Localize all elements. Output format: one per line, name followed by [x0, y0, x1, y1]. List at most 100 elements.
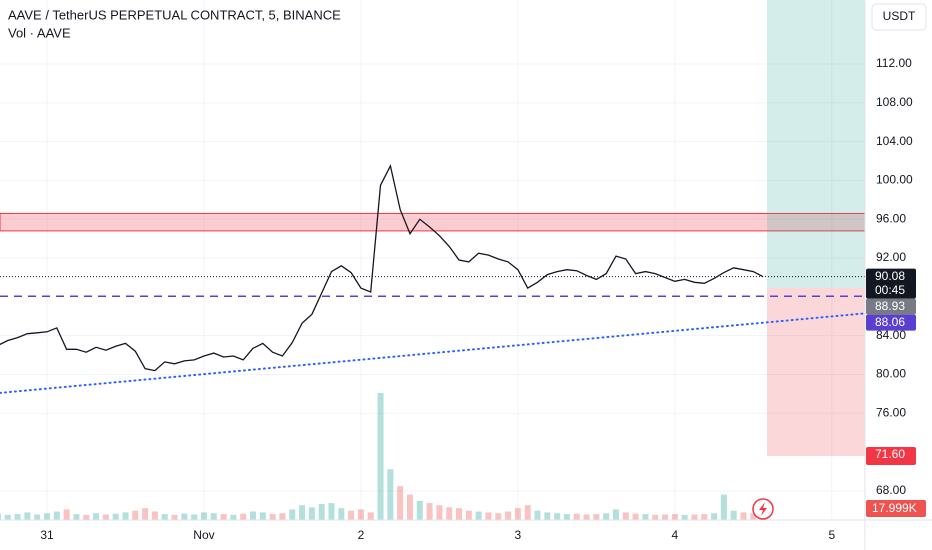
volume-bar [161, 514, 168, 520]
y-tick-label: 112.00 [876, 56, 912, 70]
volume-label: 17.999K [872, 501, 917, 515]
x-tick-label: 4 [671, 528, 678, 542]
volume-bar [112, 513, 119, 520]
volume-bar [691, 514, 698, 520]
volume-bar [397, 486, 404, 520]
volume-bar [603, 513, 610, 520]
price-line [0, 163, 764, 372]
volume-bar [622, 512, 629, 520]
volume-bar [259, 512, 266, 520]
volume-bar [446, 507, 453, 520]
y-tick-label: 84.00 [876, 328, 906, 342]
hline-label-box [866, 314, 916, 331]
alert-bolt [759, 502, 767, 516]
axis-labels: 68.00 76.00 80.00 84.00 92.00 96.00 100.00 104.… [40, 56, 926, 542]
volume-bar [102, 514, 109, 520]
volume-bar [357, 509, 364, 520]
volume-bar [34, 514, 41, 520]
countdown: 00:45 [875, 283, 905, 297]
volume-bar [348, 510, 355, 520]
volume-bar [200, 512, 207, 520]
volume-bar [24, 512, 31, 520]
y-tick-label: 108.00 [876, 95, 913, 109]
x-tick-label: Nov [193, 528, 214, 542]
trendline [0, 312, 866, 394]
volume-bar [210, 513, 217, 520]
volume-bar [269, 514, 276, 520]
y-tick-label: 104.00 [876, 134, 913, 148]
volume-bar [475, 511, 482, 520]
volume-bar [662, 514, 669, 520]
x-tick-label: 31 [40, 528, 54, 542]
volume-bar [308, 507, 315, 520]
volume-bar [142, 508, 149, 520]
volume-bar [240, 513, 247, 520]
volume-bar [554, 513, 561, 520]
volume-bar [44, 513, 50, 520]
volume-bar [701, 514, 708, 520]
volume-bar [456, 508, 463, 520]
volume-bar [534, 510, 541, 520]
resistance-zone [0, 212, 866, 232]
volume-bar [279, 513, 286, 520]
volume-bar [191, 514, 198, 520]
loss-zone [767, 287, 865, 456]
volume-bar [436, 505, 443, 520]
volume-bar [250, 511, 257, 520]
profit-zone [767, 0, 865, 288]
volume-bar [171, 514, 178, 520]
volume-bar [93, 513, 100, 520]
y-tick-label: 76.00 [876, 405, 906, 419]
y-tick-label: 100.00 [876, 173, 913, 187]
currency-label[interactable]: USDT [883, 9, 916, 23]
volume-bar [0, 513, 1, 520]
volume-bar [387, 469, 394, 520]
volume-bar [151, 511, 158, 520]
volume-bar [563, 514, 570, 520]
volume-bar [406, 494, 413, 520]
currency-button[interactable] [871, 3, 927, 31]
volume-bar [632, 513, 639, 520]
volume-bar [14, 514, 21, 520]
volume-bar [132, 510, 139, 520]
volume-bar [730, 510, 737, 520]
volume-bar [573, 513, 580, 520]
chart-subtitle: Vol · AAVE [8, 25, 71, 40]
volume-bar [289, 509, 296, 520]
volume-bar [740, 512, 747, 520]
hline-label: 88.06 [875, 315, 905, 329]
entry-label: 88.93 [875, 299, 905, 313]
volume-bar [681, 514, 688, 520]
volume-bar [63, 509, 70, 520]
plot-area [0, 0, 866, 520]
volume-bar [83, 514, 90, 520]
y-tick-label: 80.00 [876, 367, 906, 381]
stop-label: 71.60 [875, 447, 905, 461]
volume-bar [524, 505, 531, 520]
last-price-label: 90.08 [875, 269, 905, 283]
volume-bar [377, 393, 384, 520]
volume-bar [750, 513, 757, 520]
x-tick-label: 3 [515, 528, 522, 542]
volume-bar [230, 514, 237, 520]
volume-bar [612, 509, 619, 520]
stop-label-box [866, 446, 916, 465]
volume-bar [367, 512, 374, 520]
volume-bar [4, 514, 11, 520]
volume-bar [338, 508, 345, 520]
volume-bar [465, 510, 472, 520]
last-price-label-box [866, 268, 916, 299]
volume-label-box [866, 500, 926, 517]
volume-bar [583, 514, 590, 520]
volume-bar [53, 511, 60, 520]
x-tick-label: 2 [358, 528, 365, 542]
chart-title: AAVE / TetherUS PERPETUAL CONTRACT, 5, B… [8, 7, 341, 22]
volume-bar [416, 500, 423, 520]
volume-bar [73, 514, 80, 520]
x-tick-label: 5 [828, 528, 835, 542]
volume-bar [181, 513, 188, 520]
volume-bar [544, 512, 551, 520]
volume-bar [652, 514, 659, 520]
